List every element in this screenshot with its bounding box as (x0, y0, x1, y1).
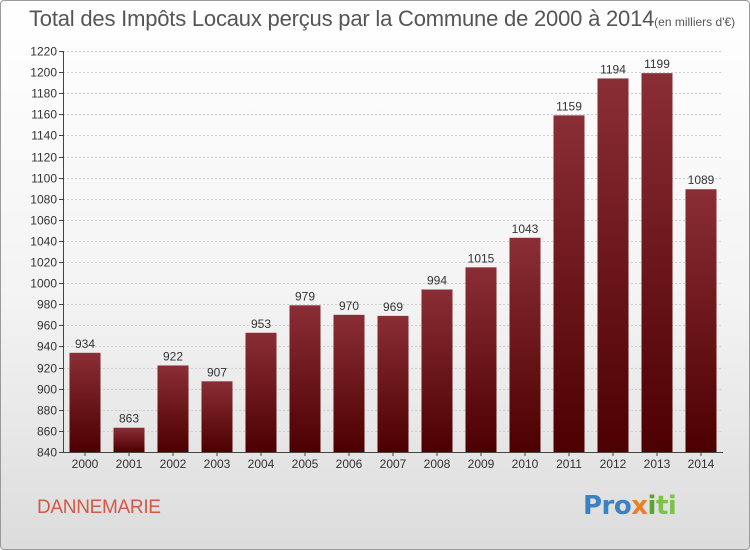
x-tick-label-2011: 2011 (556, 457, 582, 471)
bar-2006 (333, 314, 365, 452)
x-tick-label-2005: 2005 (292, 457, 319, 471)
chart-title-text: Total des Impôts Locaux perçus par la Co… (29, 6, 655, 31)
y-tick-label: 1020 (30, 256, 57, 270)
y-tick-label: 920 (37, 362, 57, 376)
y-tick-label: 1120 (31, 151, 57, 165)
bar-2014 (685, 189, 717, 452)
y-tick-label: 1080 (30, 193, 57, 207)
x-tick-label-2012: 2012 (600, 457, 627, 471)
data-label-2006: 970 (339, 299, 359, 313)
data-label-2003: 907 (207, 365, 227, 379)
y-tick-label: 860 (37, 425, 57, 439)
bar-2007 (377, 315, 409, 452)
bar-2001 (113, 427, 145, 452)
x-tick-label-2001: 2001 (116, 457, 143, 471)
data-label-2013: 1199 (644, 57, 670, 71)
bar-2012 (597, 78, 629, 453)
data-label-2009: 1015 (468, 251, 495, 265)
y-tick-label: 1160 (31, 108, 57, 122)
y-tick-label: 880 (37, 404, 57, 418)
y-tick-label: 940 (37, 340, 57, 354)
data-label-2005: 979 (295, 289, 315, 303)
y-tick-label: 1060 (30, 214, 57, 228)
y-tick-label: 900 (37, 383, 57, 397)
bar-2010 (509, 237, 541, 452)
bar-2013 (641, 73, 673, 453)
chart-title-unit: (en milliers d'€) (654, 15, 736, 29)
data-label-2011: 1159 (556, 99, 582, 113)
x-tick-label-2008: 2008 (424, 457, 451, 471)
x-tick-label-2003: 2003 (204, 457, 231, 471)
chart-title: Total des Impôts Locaux perçus par la Co… (29, 6, 735, 32)
data-label-2007: 969 (383, 300, 403, 314)
commune-name: DANNEMARIE (37, 497, 161, 518)
x-tick-label-2002: 2002 (160, 457, 187, 471)
x-tick-label-2014: 2014 (688, 457, 715, 471)
data-label-2012: 1194 (600, 62, 626, 76)
x-tick-label-2007: 2007 (380, 457, 407, 471)
y-tick-label: 1000 (30, 277, 57, 291)
y-tick-label: 1220 (30, 45, 57, 59)
x-tick-label-2013: 2013 (644, 457, 671, 471)
data-label-2004: 953 (251, 317, 271, 331)
x-tick-label-2006: 2006 (336, 457, 363, 471)
axes (63, 51, 723, 456)
bars (69, 73, 717, 453)
data-label-2014: 1089 (688, 173, 715, 187)
y-tick-labels: 840 860 880 900 920 940 960 980 1000 1020 1040 1060… (30, 45, 57, 460)
y-tick-label: 1200 (30, 66, 57, 80)
bar-2011 (553, 115, 585, 452)
data-label-2008: 994 (427, 273, 447, 287)
bar-2005 (289, 305, 321, 452)
x-tick-label-2000: 2000 (72, 457, 99, 471)
y-tick-label: 1180 (31, 87, 57, 101)
data-label-2010: 1043 (512, 222, 539, 236)
proxiti-logo[interactable]: Proxiti (583, 491, 677, 521)
y-tick-label: 840 (37, 446, 57, 460)
bar-2002 (157, 365, 189, 452)
y-tick-label: 1100 (31, 172, 57, 186)
x-tick-label-2009: 2009 (468, 457, 495, 471)
bar-2008 (421, 289, 453, 452)
bar-2009 (465, 267, 497, 452)
y-tick-label: 960 (37, 319, 57, 333)
x-tick-label-2004: 2004 (248, 457, 275, 471)
data-label-2000: 934 (75, 337, 95, 351)
y-tick-label: 1040 (30, 235, 57, 249)
data-label-2002: 922 (163, 349, 183, 363)
bar-2003 (201, 381, 233, 452)
bar-2000 (69, 352, 101, 452)
x-tick-label-2010: 2010 (512, 457, 539, 471)
bar-2004 (245, 332, 277, 452)
data-label-2001: 863 (119, 412, 139, 426)
data-labels: 934 863 922 907 953 979 970 969 994 1015 1043 1159 1… (75, 57, 715, 426)
y-tick-label: 980 (37, 298, 57, 312)
y-tick-label: 1140 (31, 129, 57, 143)
x-tick-labels: 2000 2001 2002 2003 2004 2005 2006 2007 2008 2009… (72, 457, 715, 471)
